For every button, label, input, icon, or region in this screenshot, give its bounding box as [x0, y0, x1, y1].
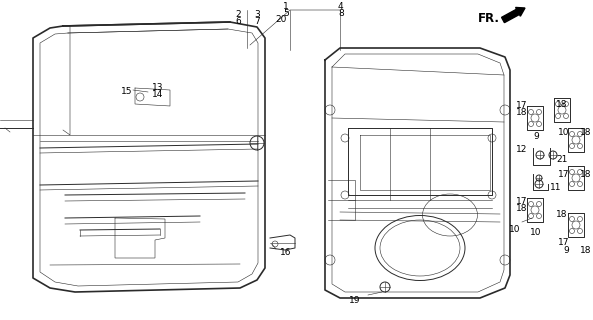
- Text: 15: 15: [120, 87, 132, 96]
- Text: 18: 18: [556, 100, 568, 109]
- Text: 12: 12: [516, 145, 527, 154]
- Text: 18: 18: [580, 170, 591, 179]
- Text: 6: 6: [235, 17, 241, 26]
- Text: 18: 18: [515, 108, 527, 117]
- Text: 20: 20: [275, 15, 286, 24]
- Text: 9: 9: [533, 132, 539, 141]
- Text: 18: 18: [556, 210, 568, 219]
- Text: 8: 8: [338, 9, 344, 18]
- Text: 10: 10: [508, 225, 520, 234]
- Text: 3: 3: [254, 10, 260, 19]
- Text: 18: 18: [580, 246, 591, 255]
- Text: 19: 19: [349, 296, 360, 305]
- Text: 9: 9: [563, 246, 569, 255]
- Text: 17: 17: [557, 238, 569, 247]
- Text: 4: 4: [338, 2, 343, 11]
- Text: 1: 1: [283, 2, 289, 11]
- Text: 16: 16: [280, 248, 292, 257]
- Text: 5: 5: [283, 9, 289, 18]
- Text: 18: 18: [515, 204, 527, 213]
- Text: 18: 18: [580, 128, 591, 137]
- Text: 14: 14: [152, 90, 164, 99]
- Text: 11: 11: [550, 183, 562, 192]
- Text: 21: 21: [556, 155, 568, 164]
- Text: FR.: FR.: [478, 12, 500, 25]
- Text: 13: 13: [152, 83, 164, 92]
- Text: 17: 17: [515, 197, 527, 206]
- Text: 17: 17: [557, 170, 569, 179]
- Text: 10: 10: [557, 128, 569, 137]
- Text: 10: 10: [530, 228, 542, 237]
- Text: 2: 2: [235, 10, 241, 19]
- Text: 17: 17: [515, 101, 527, 110]
- Text: 7: 7: [254, 17, 260, 26]
- FancyArrow shape: [502, 7, 525, 23]
